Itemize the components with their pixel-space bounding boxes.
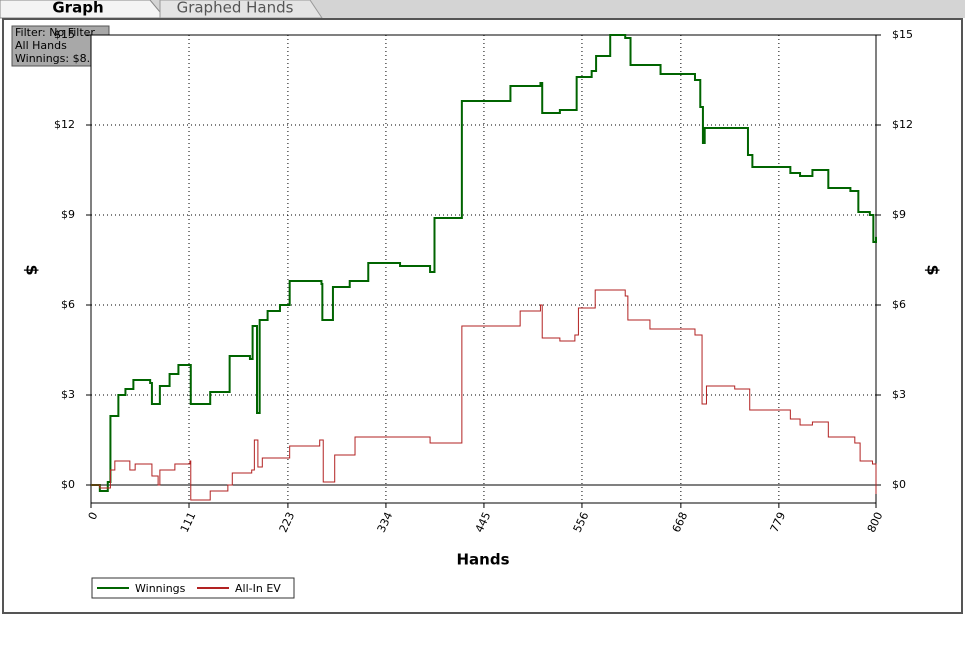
tab-label[interactable]: Graphed Hands <box>177 0 294 17</box>
legend-label: All-In EV <box>235 582 281 595</box>
y-tick-label: $15 <box>54 28 75 41</box>
y-tick-label: $0 <box>61 478 75 491</box>
series-line <box>91 34 877 492</box>
series-line <box>91 289 877 501</box>
legend-label: Winnings <box>135 582 186 595</box>
y-tick-label: $3 <box>61 388 75 401</box>
y2-tick-label: $3 <box>892 388 906 401</box>
y2-tick-label: $0 <box>892 478 906 491</box>
info-text: Winnings: $8.27 <box>15 52 104 65</box>
y2-tick-label: $15 <box>892 28 913 41</box>
y-tick-label: $9 <box>61 208 75 221</box>
y2-tick-label: $12 <box>892 118 913 131</box>
info-text: All Hands <box>15 39 67 52</box>
x-tick-label: 0 <box>86 510 101 522</box>
tab-label[interactable]: Graph <box>52 0 103 17</box>
y-axis-label: $ <box>23 264 42 275</box>
y2-tick-label: $9 <box>892 208 906 221</box>
legend <box>91 577 295 599</box>
y2-tick-label: $6 <box>892 298 906 311</box>
plot-area <box>90 34 877 504</box>
y-tick-label: $6 <box>61 298 75 311</box>
y-tick-label: $12 <box>54 118 75 131</box>
y2-axis-label: $ <box>924 264 943 275</box>
x-axis-label: Hands <box>456 551 509 569</box>
info-text: Filter: No Filter <box>15 26 95 39</box>
